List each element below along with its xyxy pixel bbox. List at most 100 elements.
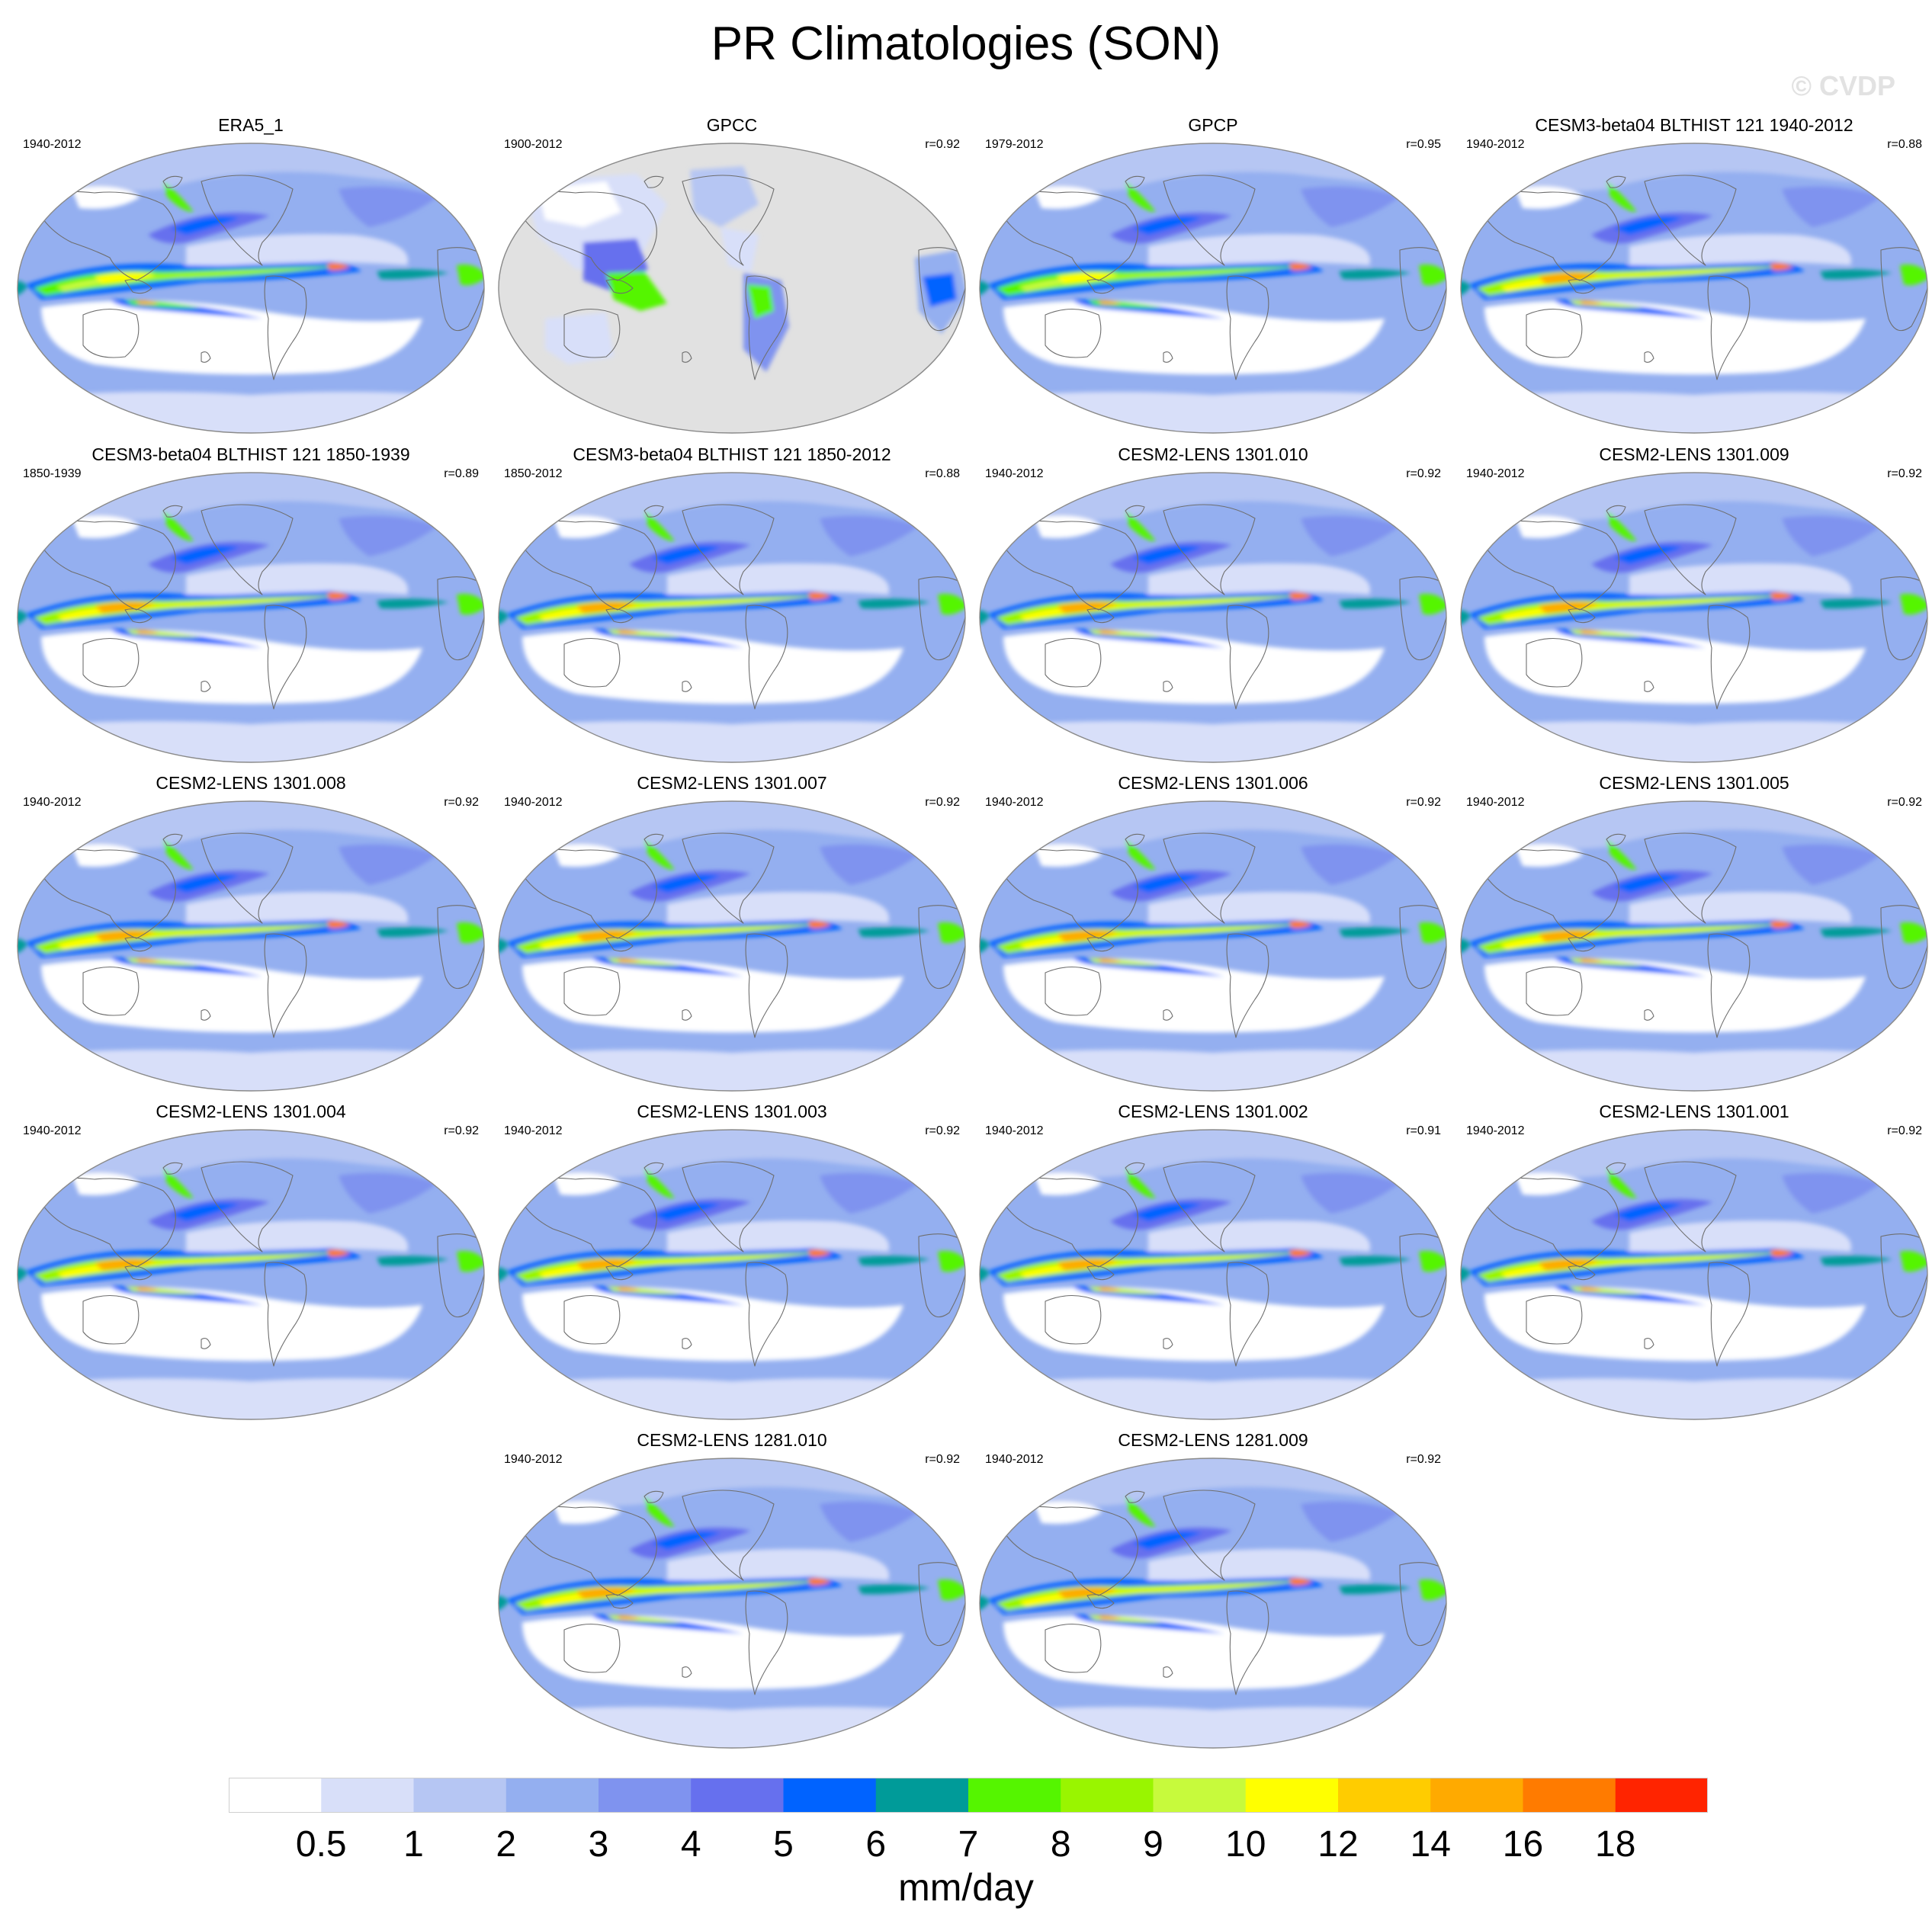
panel-title: CESM2-LENS 1301.010: [1118, 444, 1308, 464]
map-plot: [17, 800, 485, 1092]
panel-period: 1940-2012: [504, 1453, 563, 1466]
map-plot: [498, 472, 966, 763]
colorbar-tick-label: 2: [496, 1824, 517, 1865]
map-plot: [1460, 1129, 1928, 1420]
map-panel: ERA5_1 1940-2012: [11, 114, 491, 442]
map-plot: [979, 1458, 1447, 1749]
panel-period: 1940-2012: [985, 1453, 1044, 1466]
colorbar-tick-label: 6: [865, 1824, 887, 1865]
colorbar: [229, 1778, 1708, 1813]
colorbar-tick-label: 7: [958, 1824, 979, 1865]
colorbar-bin: [1523, 1778, 1616, 1813]
map-plot: [498, 800, 966, 1092]
map-plot: [979, 143, 1447, 434]
map-panel: CESM2-LENS 1301.004 1940-2012 r=0.92: [11, 1101, 491, 1429]
colorbar-tick-label: 3: [588, 1824, 609, 1865]
colorbar-tick-label: 8: [1050, 1824, 1071, 1865]
map-panel: CESM2-LENS 1301.003 1940-2012 r=0.92: [492, 1101, 972, 1429]
colorbar-tick-label: 4: [680, 1824, 701, 1865]
map-plot: [979, 800, 1447, 1092]
panel-title: GPCP: [1188, 115, 1238, 135]
panel-period: 1940-2012: [504, 1124, 563, 1137]
panel-period: 1940-2012: [23, 796, 82, 809]
map-panel: CESM2-LENS 1301.007 1940-2012 r=0.92: [492, 772, 972, 1100]
map-panel: CESM3-beta04 BLTHIST 121 1850-2012 1850-2…: [492, 444, 972, 771]
colorbar-tick-label: 9: [1143, 1824, 1163, 1865]
panel-title: CESM2-LENS 1301.006: [1118, 773, 1308, 793]
map-plot: [1460, 143, 1928, 434]
panel-correlation: r=0.92: [1887, 796, 1922, 809]
colorbar-bin: [599, 1778, 692, 1813]
panel-correlation: r=0.89: [444, 467, 479, 480]
panel-title: CESM2-LENS 1301.002: [1118, 1102, 1308, 1121]
panel-correlation: r=0.92: [1406, 1453, 1441, 1466]
map-panel: CESM3-beta04 BLTHIST 121 1940-2012 1940-2…: [1454, 114, 1932, 442]
colorbar-bin: [1338, 1778, 1431, 1813]
map-panel: CESM2-LENS 1301.001 1940-2012 r=0.92: [1454, 1101, 1932, 1429]
map-plot: [17, 472, 485, 763]
colorbar-tick-label: 16: [1502, 1824, 1544, 1865]
panel-period: 1940-2012: [504, 796, 563, 809]
panel-correlation: r=0.91: [1406, 1124, 1441, 1137]
colorbar-bin: [1245, 1778, 1339, 1813]
watermark: © CVDP: [1791, 70, 1895, 101]
panel-title: ERA5_1: [218, 115, 284, 135]
map-panel: CESM2-LENS 1301.005 1940-2012 r=0.92: [1454, 772, 1932, 1100]
panel-period: 1940-2012: [1466, 1124, 1525, 1137]
panel-correlation: r=0.92: [925, 1453, 960, 1466]
map-panel: CESM2-LENS 1301.010 1940-2012 r=0.92: [973, 444, 1453, 771]
panel-title: CESM3-beta04 BLTHIST 121 1850-1939: [91, 444, 410, 464]
panel-title: CESM3-beta04 BLTHIST 121 1850-2012: [573, 444, 891, 464]
panel-title: CESM2-LENS 1301.007: [637, 773, 827, 793]
map-panel: CESM2-LENS 1301.006 1940-2012 r=0.92: [973, 772, 1453, 1100]
colorbar-bin: [229, 1778, 322, 1813]
colorbar-bin: [1153, 1778, 1247, 1813]
panel-period: 1940-2012: [985, 1124, 1044, 1137]
map-panel: CESM3-beta04 BLTHIST 121 1850-1939 1850-1…: [11, 444, 491, 771]
panel-period: 1940-2012: [1466, 467, 1525, 480]
map-plot: [498, 143, 966, 434]
colorbar-labels: 0.5 1 2 3 4 5 6 7 8 9 10 12 14 16 18: [0, 1823, 1932, 1869]
colorbar-bin: [321, 1778, 415, 1813]
panel-correlation: r=0.92: [1887, 1124, 1922, 1137]
panel-correlation: r=0.92: [444, 796, 479, 809]
map-panel: GPCP 1979-2012 r=0.95: [973, 114, 1453, 442]
map-plot: [979, 472, 1447, 763]
panel-title: CESM2-LENS 1301.009: [1599, 444, 1789, 464]
panel-title: CESM2-LENS 1281.010: [637, 1430, 827, 1450]
colorbar-bin: [1430, 1778, 1524, 1813]
map-plot: [17, 1129, 485, 1420]
map-plot: [17, 143, 485, 434]
map-panel: GPCC 1900-2012 r=0.92: [492, 114, 972, 442]
map-plot: [1460, 800, 1928, 1092]
colorbar-bin: [413, 1778, 507, 1813]
panel-period: 1850-1939: [23, 467, 82, 480]
colorbar-tick-label: 14: [1410, 1824, 1451, 1865]
panel-correlation: r=0.92: [925, 796, 960, 809]
panel-period: 1940-2012: [23, 138, 82, 151]
panel-title: CESM2-LENS 1301.001: [1599, 1102, 1789, 1121]
map-plot: [1460, 472, 1928, 763]
panel-title: CESM2-LENS 1301.005: [1599, 773, 1789, 793]
map-plot: [498, 1458, 966, 1749]
colorbar-tick-label: 18: [1595, 1824, 1636, 1865]
panel-correlation: r=0.92: [925, 1124, 960, 1137]
panel-period: 1940-2012: [1466, 796, 1525, 809]
panel-title: CESM2-LENS 1301.003: [637, 1102, 827, 1121]
panel-title: GPCC: [706, 115, 758, 135]
panel-correlation: r=0.92: [1887, 467, 1922, 480]
colorbar-bin: [783, 1778, 877, 1813]
figure-title: PR Climatologies (SON): [711, 18, 1221, 70]
colorbar-bin: [505, 1778, 599, 1813]
map-panel: CESM2-LENS 1301.002 1940-2012 r=0.91: [973, 1101, 1453, 1429]
colorbar-tick-label: 12: [1317, 1824, 1359, 1865]
colorbar-tick-label: 5: [773, 1824, 794, 1865]
panel-correlation: r=0.88: [925, 467, 960, 480]
colorbar-bin: [968, 1778, 1061, 1813]
colorbar-bin: [691, 1778, 785, 1813]
panel-correlation: r=0.95: [1406, 138, 1441, 151]
colorbar-tick-label: 1: [403, 1824, 424, 1865]
map-panel: CESM2-LENS 1301.008 1940-2012 r=0.92: [11, 772, 491, 1100]
panel-period: 1940-2012: [23, 1124, 82, 1137]
panel-period: 1979-2012: [985, 138, 1044, 151]
